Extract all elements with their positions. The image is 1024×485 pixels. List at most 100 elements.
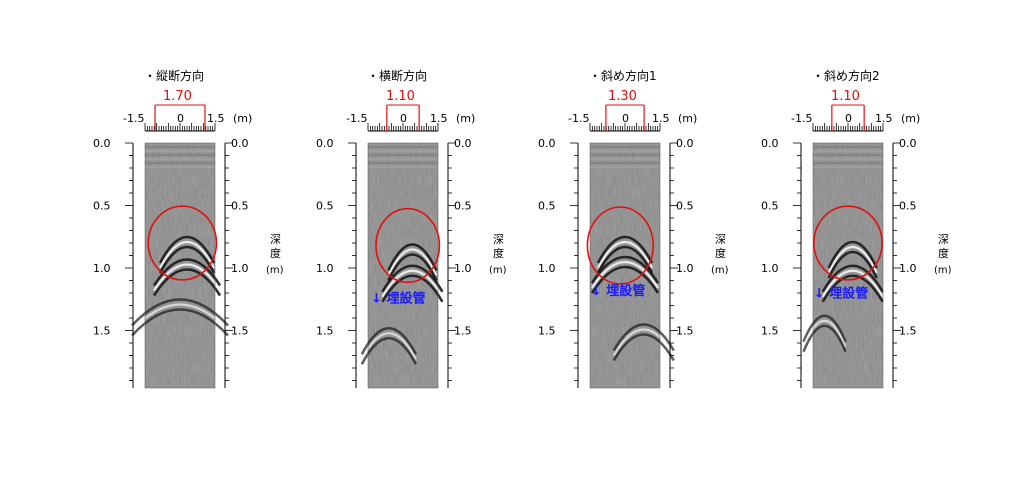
reflection-hyperbola [596,235,654,264]
depth-tick-label: 1.0 [761,262,779,275]
panel-title: ・斜め方向2 [812,68,880,83]
reflection-hyperbola [596,245,654,274]
depth-tick-label: 0.0 [231,137,249,150]
reflection-hyperbola [152,258,222,287]
reflection-hyperbola [387,248,438,276]
x-tick-label: -1.5 [346,112,367,125]
radargram-border [589,142,661,389]
depth-tick-label: 1.0 [454,262,472,275]
x-axis-unit: (m) [233,112,252,125]
buried-pipe-annotation: ↓ 埋設管 [371,291,425,307]
reflection-hyperbola [591,261,659,289]
reflection-hyperbola [360,332,417,360]
depth-axis-unit: (m) [266,265,284,276]
depth-axis-title: 深 [493,233,504,246]
depth-axis-title: 深 [715,233,726,246]
width-label: 1.30 [608,89,637,104]
width-label: 1.10 [386,89,415,104]
depth-tick-label: 0.5 [93,200,111,213]
depth-tick-label: 1.5 [316,325,334,338]
depth-axis-unit: (m) [489,265,507,276]
x-tick-label: 0 [622,112,629,125]
depth-tick-label: 1.0 [538,262,556,275]
reflection-hyperbola [153,263,221,292]
reflection-hyperbola [360,326,418,355]
x-tick-label: 1.5 [430,112,448,125]
anomaly-highlight [147,205,218,281]
depth-axis-title: 度 [493,246,504,260]
x-axis-unit: (m) [901,112,920,125]
radargram-panel-4: ・斜め方向2 -1.5 0 1.5 (m) 1.10 0.0 0.5 1.0 1.5 0.0 0.5 1… [761,68,952,389]
reflection-hyperbola [387,253,438,282]
depth-axis-unit: (m) [934,265,952,276]
depth-tick-label: 1.0 [676,262,694,275]
depth-axis-title: 深 [938,233,949,246]
panel-title: ・斜め方向1 [589,68,657,83]
reflection-hyperbola [381,274,444,303]
reflection-hyperbola [802,319,847,348]
depth-tick-label: 1.0 [93,262,111,275]
depth-tick-label: 1.5 [676,325,694,338]
x-axis-unit: (m) [678,112,697,125]
reflection-hyperbola [360,336,418,365]
depth-tick-label: 0.5 [761,200,779,213]
reflection-hyperbola [131,298,229,327]
depth-axis-title: 深 [270,233,281,246]
depth-tick-label: 0.5 [676,200,694,213]
reflection-hyperbola [381,264,444,293]
reflection-hyperbola [131,303,229,332]
x-tick-label: 0 [845,112,852,125]
reflection-hyperbola [597,240,653,269]
reflection-hyperbola [827,245,878,274]
x-axis-unit: (m) [456,112,475,125]
depth-axis-title: 度 [715,246,726,260]
depth-tick-label: 0.0 [538,137,556,150]
x-tick-label: -1.5 [568,112,589,125]
buried-pipe-annotation: ↓ 埋設管 [814,286,868,302]
depth-tick-label: 0.5 [454,200,472,213]
reflection-hyperbola [612,333,675,362]
depth-tick-label: 0.5 [538,200,556,213]
radargram-panel-1: ・縦断方向 -1.5 0 1.5 (m) 1.70 0.0 0.5 1.0 1.5 0.0 0.5 1.… [93,68,284,389]
panel-title: ・横断方向 [367,68,427,83]
width-label: 1.10 [831,89,860,104]
buried-pipe-annotation: ↓ 埋設管 [591,283,645,299]
radargram-panel-3: ・斜め方向1 -1.5 0 1.5 (m) 1.30 0.0 0.5 1.0 1.5 0.0 0.5 1… [538,68,729,389]
reflection-hyperbola [590,265,660,294]
x-tick-label: 0 [177,112,184,125]
width-label: 1.70 [163,89,192,104]
depth-tick-label: 1.5 [231,325,249,338]
depth-tick-label: 0.0 [316,137,334,150]
depth-tick-label: 1.0 [231,262,249,275]
depth-tick-label: 1.5 [93,325,111,338]
depth-tick-label: 1.5 [899,325,917,338]
depth-tick-label: 1.5 [761,325,779,338]
depth-tick-label: 0.0 [761,137,779,150]
reflection-hyperbola [612,323,675,352]
reflection-hyperbola [158,235,216,264]
radargram-border [144,142,216,389]
reflection-hyperbola [152,268,222,297]
reflection-hyperbola [827,240,878,269]
x-tick-label: -1.5 [791,112,812,125]
reflection-hyperbola [821,264,884,293]
anomaly-highlight [813,205,883,281]
depth-tick-label: 1.0 [899,262,917,275]
depth-tick-label: 0.5 [899,200,917,213]
depth-tick-label: 1.0 [316,262,334,275]
depth-axis-title: 度 [270,246,281,260]
reflection-hyperbola [158,245,216,274]
depth-tick-label: 0.0 [93,137,111,150]
reflection-hyperbola [387,243,438,272]
x-tick-label: -1.5 [123,112,144,125]
x-tick-label: 0 [400,112,407,125]
reflection-hyperbola [381,269,444,298]
anomaly-highlight [586,206,654,285]
x-tick-label: 1.5 [875,112,893,125]
reflection-hyperbola [821,269,884,298]
radargram-border [367,142,439,389]
anomaly-highlight [375,207,441,284]
depth-tick-label: 1.5 [454,325,472,338]
reflection-hyperbola [590,255,660,284]
depth-tick-label: 0.0 [454,137,472,150]
